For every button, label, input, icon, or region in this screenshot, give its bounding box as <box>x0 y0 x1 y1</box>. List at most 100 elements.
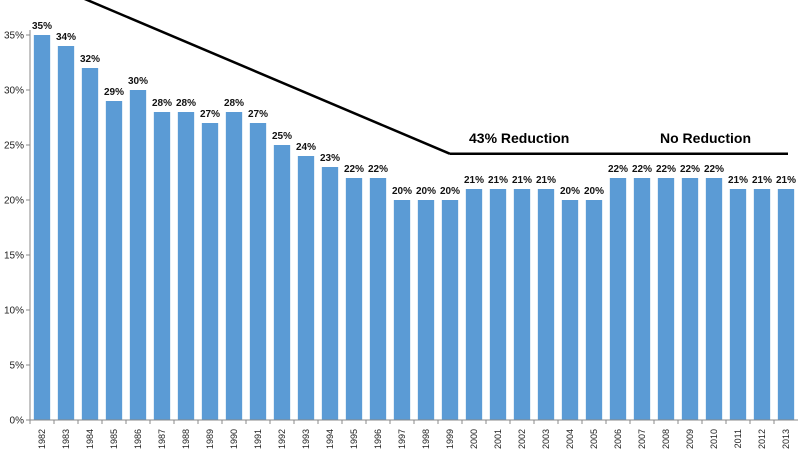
data-label: 29% <box>104 87 124 98</box>
x-tick-label: 1984 <box>85 429 95 449</box>
bar <box>609 178 627 420</box>
data-label: 21% <box>776 175 796 186</box>
x-tick-label: 1989 <box>205 429 215 449</box>
bar <box>465 189 483 420</box>
bar <box>297 156 315 420</box>
data-label: 28% <box>224 98 244 109</box>
trend-line <box>83 0 451 155</box>
x-tick-label: 1997 <box>397 429 407 449</box>
x-tick-label: 1998 <box>421 429 431 449</box>
x-tick-label: 1996 <box>373 429 383 449</box>
bar <box>585 200 603 420</box>
x-tick-label: 1986 <box>133 429 143 449</box>
data-label: 21% <box>728 175 748 186</box>
bar <box>681 178 699 420</box>
x-tick-label: 1994 <box>325 429 335 449</box>
bar <box>225 112 243 420</box>
x-tick-label: 2012 <box>757 429 767 449</box>
data-label: 22% <box>344 164 364 175</box>
data-label: 32% <box>80 54 100 65</box>
bar <box>105 101 123 420</box>
bar <box>321 167 339 420</box>
bar <box>561 200 579 420</box>
bar <box>441 200 459 420</box>
bar <box>633 178 651 420</box>
bar <box>729 189 747 420</box>
y-tick-label: 25% <box>4 141 24 152</box>
x-tick-label: 2004 <box>565 429 575 449</box>
data-label: 24% <box>296 142 316 153</box>
x-tick-label: 2007 <box>637 429 647 449</box>
x-tick-label: 1988 <box>181 429 191 449</box>
bar <box>417 200 435 420</box>
y-tick-label: 15% <box>4 251 24 262</box>
data-label: 22% <box>368 164 388 175</box>
x-tick-label: 1985 <box>109 429 119 449</box>
bar <box>513 189 531 420</box>
x-tick-label: 1995 <box>349 429 359 449</box>
x-tick-label: 2000 <box>469 429 479 449</box>
y-tick-label: 35% <box>4 31 24 42</box>
bar <box>657 178 675 420</box>
bar <box>345 178 363 420</box>
data-label: 28% <box>152 98 172 109</box>
x-tick-label: 1993 <box>301 429 311 449</box>
x-tick-label: 2013 <box>781 429 791 449</box>
data-label: 27% <box>248 109 268 120</box>
bar <box>537 189 555 420</box>
data-label: 20% <box>560 186 580 197</box>
x-tick-label: 1987 <box>157 429 167 449</box>
data-label: 21% <box>536 175 556 186</box>
bar <box>33 35 51 420</box>
data-label: 20% <box>392 186 412 197</box>
x-tick-label: 1982 <box>37 429 47 449</box>
x-tick-label: 2011 <box>733 429 743 448</box>
x-tick-label: 1991 <box>253 429 263 449</box>
bar <box>705 178 723 420</box>
x-tick-label: 1992 <box>277 429 287 449</box>
x-axis-ticks: 1982 1983 1984 1985 1986 1987 1988 1989 1990 1991… <box>29 420 791 449</box>
data-label: 20% <box>416 186 436 197</box>
x-tick-label: 2006 <box>613 429 623 449</box>
annotation-no-reduction: No Reduction <box>660 130 751 146</box>
bar <box>201 123 219 420</box>
bar <box>57 46 75 420</box>
bar <box>273 145 291 420</box>
bar <box>369 178 387 420</box>
y-axis-ticks: 0% 5% 10% 15% 20% 25% 30% 35% <box>4 31 30 427</box>
data-label: 35% <box>32 21 52 32</box>
y-tick-label: 5% <box>10 361 25 372</box>
trend-lines <box>83 0 788 156</box>
bar <box>249 123 267 420</box>
data-labels: 35% 34% 32% 29% 30% 28% 28% 27% 28% 27% 25% 24% 23% 2… <box>32 21 796 197</box>
y-tick-label: 0% <box>10 416 25 427</box>
data-label: 21% <box>752 175 772 186</box>
bar <box>153 112 171 420</box>
data-label: 22% <box>656 164 676 175</box>
bar <box>129 90 147 420</box>
x-tick-label: 2001 <box>493 429 503 449</box>
y-tick-label: 10% <box>4 306 24 317</box>
data-label: 23% <box>320 153 340 164</box>
x-tick-label: 2005 <box>589 429 599 449</box>
annotation-reduction: 43% Reduction <box>469 130 569 146</box>
data-label: 21% <box>488 175 508 186</box>
data-label: 22% <box>608 164 628 175</box>
bar <box>393 200 411 420</box>
x-tick-label: 1983 <box>61 429 71 449</box>
data-label: 21% <box>512 175 532 186</box>
x-tick-label: 1999 <box>445 429 455 449</box>
data-label: 28% <box>176 98 196 109</box>
data-label: 21% <box>464 175 484 186</box>
data-label: 34% <box>56 32 76 43</box>
data-label: 30% <box>128 76 148 87</box>
x-tick-label: 2003 <box>541 429 551 449</box>
data-label: 22% <box>704 164 724 175</box>
bar <box>489 189 507 420</box>
x-tick-label: 2002 <box>517 429 527 449</box>
data-label: 25% <box>272 131 292 142</box>
data-label: 27% <box>200 109 220 120</box>
x-tick-label: 2010 <box>709 429 719 449</box>
x-tick-label: 1990 <box>229 429 239 449</box>
y-tick-label: 30% <box>4 86 24 97</box>
